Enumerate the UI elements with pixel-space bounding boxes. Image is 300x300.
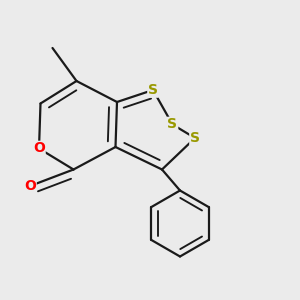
Text: S: S	[167, 118, 178, 131]
Text: S: S	[148, 83, 158, 97]
Text: S: S	[190, 131, 200, 145]
Text: O: O	[24, 179, 36, 193]
Text: O: O	[33, 142, 45, 155]
